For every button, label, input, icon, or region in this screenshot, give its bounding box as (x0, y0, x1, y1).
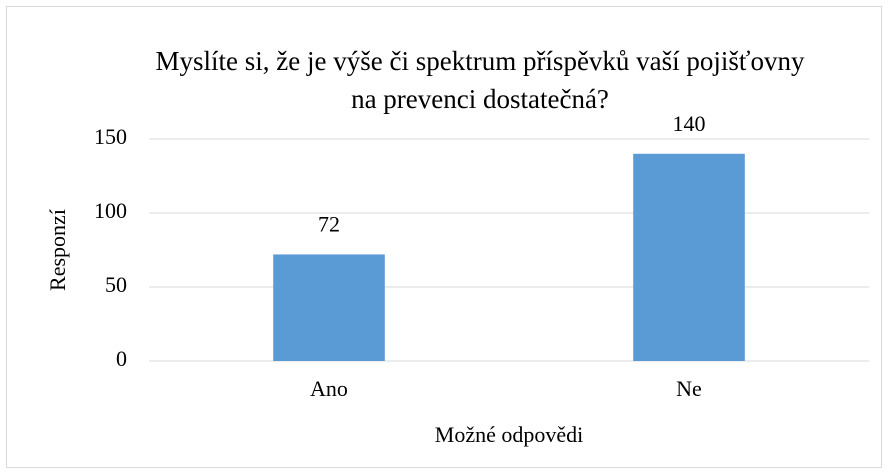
x-tick-label: Ano (310, 376, 348, 401)
bar (273, 254, 385, 361)
x-tick-label: Ne (676, 376, 702, 401)
bar (633, 153, 745, 361)
y-tick-label: 0 (116, 346, 127, 371)
y-tick-label: 150 (94, 124, 127, 149)
y-tick-label: 50 (105, 272, 127, 297)
y-axis-label: Responzí (45, 209, 70, 291)
y-tick-label: 100 (94, 198, 127, 223)
x-axis-label: Možné odpovědi (435, 422, 583, 447)
data-label: 140 (673, 111, 706, 136)
data-label: 72 (318, 211, 340, 236)
chart-title: Myslíte si, že je výše či spektrum přísp… (155, 46, 805, 114)
